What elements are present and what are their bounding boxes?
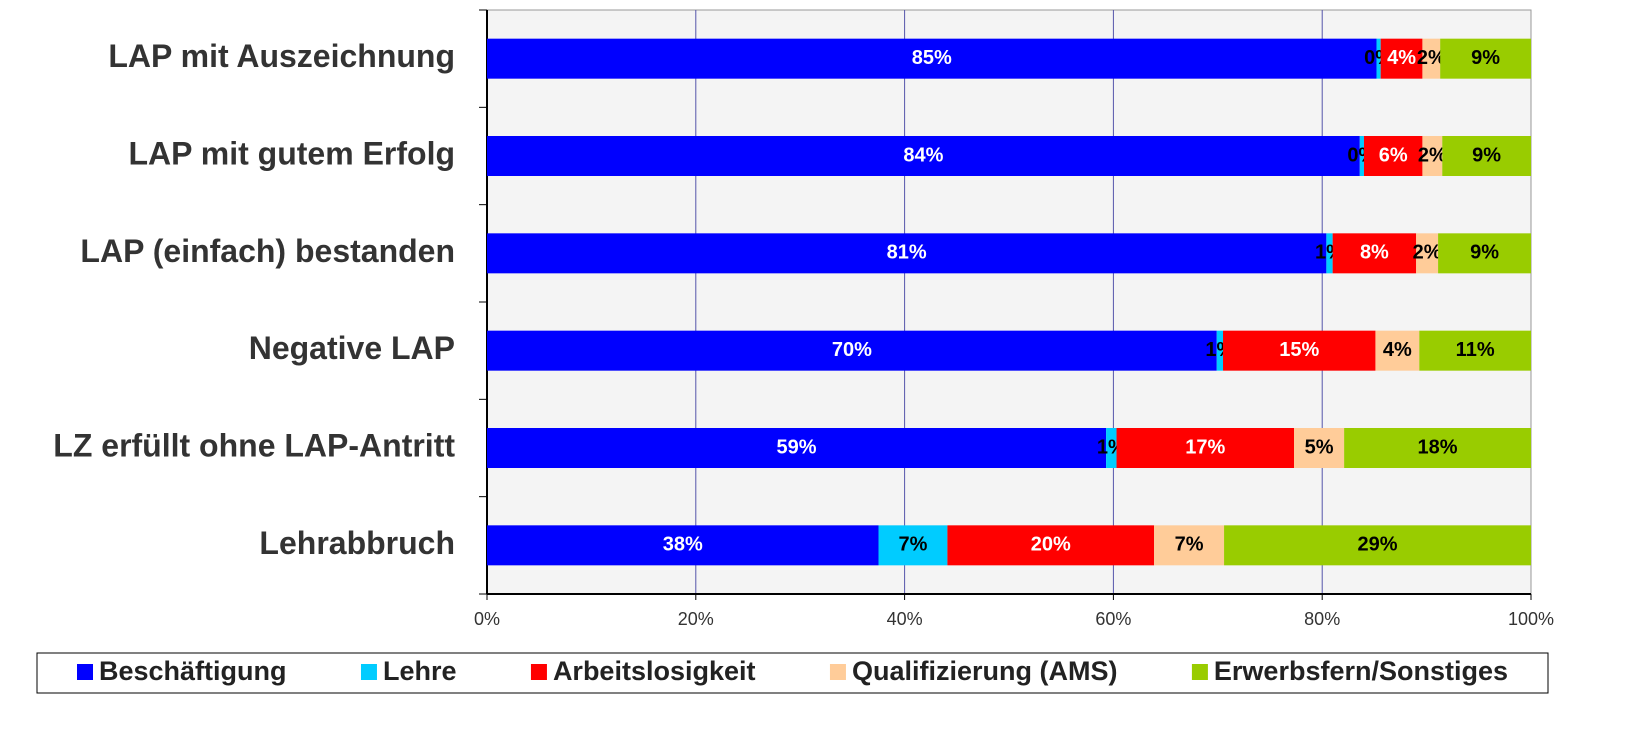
data-label: 2%	[1418, 144, 1447, 166]
bar-segment	[878, 525, 948, 566]
data-label: 9%	[1472, 144, 1501, 166]
legend-swatch	[530, 664, 547, 680]
data-label: 17%	[1185, 436, 1225, 458]
legend-swatch	[360, 664, 377, 680]
bar-segment	[1376, 38, 1381, 79]
bar-segment	[1116, 428, 1295, 468]
bar-segment	[1380, 38, 1423, 79]
legend-label: Qualifizierung (AMS)	[852, 656, 1118, 686]
data-label: 38%	[663, 534, 703, 556]
data-label: 4%	[1383, 339, 1412, 361]
data-label: 81%	[887, 242, 927, 264]
bar-segment	[487, 428, 1107, 468]
data-label: 11%	[1456, 339, 1495, 361]
legend-swatch	[1191, 664, 1208, 680]
category-label: LZ erfüllt ohne LAP-Antritt	[53, 427, 455, 463]
legend-swatch	[77, 664, 93, 680]
plot-area	[486, 9, 1532, 595]
data-label: 7%	[898, 534, 927, 556]
bar-segment	[1363, 136, 1423, 176]
data-label: 6%	[1379, 144, 1408, 166]
legend-label: Arbeitslosigkeit	[553, 656, 756, 686]
bar-segment	[1294, 428, 1345, 468]
bar-segment	[1223, 330, 1376, 371]
legend-label: Erwerbsfern/Sonstiges	[1214, 656, 1508, 686]
data-label: 18%	[1418, 436, 1458, 458]
bar-segment	[1419, 330, 1531, 371]
data-label: 29%	[1358, 534, 1398, 556]
bar-segment	[1332, 233, 1417, 274]
category-label: LAP (einfach) bestanden	[80, 233, 455, 269]
data-label: 70%	[832, 339, 872, 361]
bar-segment	[1224, 525, 1531, 566]
data-label: 59%	[777, 436, 817, 458]
x-tick-label: 80%	[1304, 609, 1340, 629]
category-label: Lehrabbruch	[259, 525, 455, 561]
bar-segment	[487, 330, 1217, 371]
x-tick-label: 100%	[1508, 609, 1554, 629]
bar-segment	[1440, 38, 1531, 79]
category-label: LAP mit Auszeichnung	[108, 38, 455, 74]
x-tick-label: 0%	[474, 609, 500, 629]
x-tick-label: 40%	[887, 609, 923, 629]
x-tick-label: 60%	[1095, 609, 1131, 629]
data-label: 2%	[1417, 47, 1446, 69]
legend-box	[36, 652, 1549, 694]
bar-segment	[1416, 233, 1439, 274]
bar-segment	[1442, 136, 1531, 176]
data-label: 4%	[1387, 47, 1416, 69]
bar-segment	[947, 525, 1155, 566]
data-label: 85%	[912, 47, 952, 69]
category-label: LAP mit gutem Erfolg	[128, 135, 455, 171]
x-tick-label: 20%	[678, 609, 714, 629]
data-label: 20%	[1031, 534, 1071, 556]
bar-segment	[1216, 330, 1224, 371]
data-label: 5%	[1305, 436, 1334, 458]
data-label: 84%	[903, 144, 943, 166]
bar-segment	[487, 233, 1327, 274]
legend-label: Beschäftigung	[99, 656, 287, 686]
data-label: 8%	[1360, 242, 1389, 264]
bar-segment	[1106, 428, 1117, 468]
data-label: 9%	[1470, 242, 1499, 264]
bar-segment	[1422, 136, 1443, 176]
bar-segment	[487, 525, 879, 566]
bar-segment	[1359, 136, 1364, 176]
data-label: 2%	[1413, 242, 1442, 264]
legend-swatch	[829, 664, 846, 680]
bar-segment	[1438, 233, 1531, 274]
bar-segment	[1422, 38, 1441, 79]
bar-segment	[1154, 525, 1225, 566]
bar-segment	[487, 38, 1377, 79]
bar-segment	[1326, 233, 1333, 274]
data-label: 7%	[1175, 534, 1204, 556]
data-label: 9%	[1471, 47, 1500, 69]
category-label: Negative LAP	[249, 330, 455, 366]
bar-segment	[1375, 330, 1420, 371]
bar-segment	[1344, 428, 1531, 468]
legend-label: Lehre	[383, 656, 457, 686]
data-label: 15%	[1279, 339, 1319, 361]
bar-segment	[487, 136, 1360, 176]
